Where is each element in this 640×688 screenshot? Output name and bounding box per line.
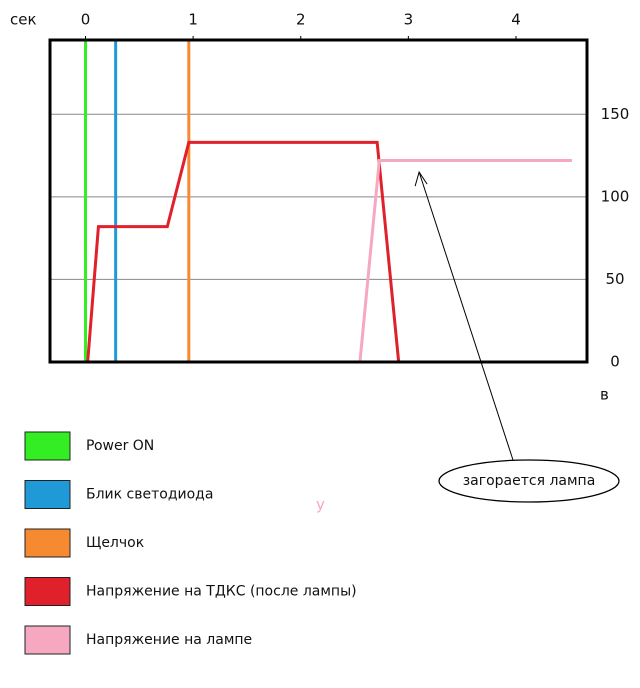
legend-swatch bbox=[24, 528, 71, 558]
y-tick-label: 0 bbox=[610, 353, 620, 371]
x-tick-label: 3 bbox=[404, 11, 414, 29]
y-tick-label: 100 bbox=[601, 187, 630, 205]
x-axis-label: сек bbox=[10, 11, 37, 29]
legend-label: Power ON bbox=[86, 438, 154, 454]
x-tick-label: 0 bbox=[81, 11, 91, 29]
legend-label: Блик светодиода bbox=[86, 487, 213, 503]
legend-label: Напряжение на ТДКС (после лампы) bbox=[86, 584, 357, 600]
plot-frame bbox=[48, 38, 589, 364]
y-tick-label: 150 bbox=[601, 105, 630, 123]
legend-swatch bbox=[24, 480, 71, 509]
annotation-text: загорается лампа bbox=[463, 473, 596, 489]
legend-swatch bbox=[24, 577, 71, 606]
series-line bbox=[358, 159, 572, 363]
annotation-arrow bbox=[418, 171, 514, 461]
stray-text: у bbox=[316, 496, 325, 514]
annotation-arrowhead bbox=[414, 170, 428, 187]
legend-label: Щелчок bbox=[86, 535, 144, 551]
legend-label: Напряжение на лампе bbox=[86, 632, 252, 648]
x-tick-label: 1 bbox=[188, 11, 198, 29]
y-axis-label: в bbox=[600, 386, 609, 404]
series-line bbox=[86, 140, 401, 363]
legend-swatch bbox=[24, 625, 71, 655]
y-tick-label: 50 bbox=[605, 270, 624, 288]
x-tick-label: 4 bbox=[511, 11, 521, 29]
legend-swatch bbox=[24, 431, 71, 461]
x-tick-label: 2 bbox=[296, 11, 306, 29]
annotation-ellipse bbox=[438, 459, 620, 503]
